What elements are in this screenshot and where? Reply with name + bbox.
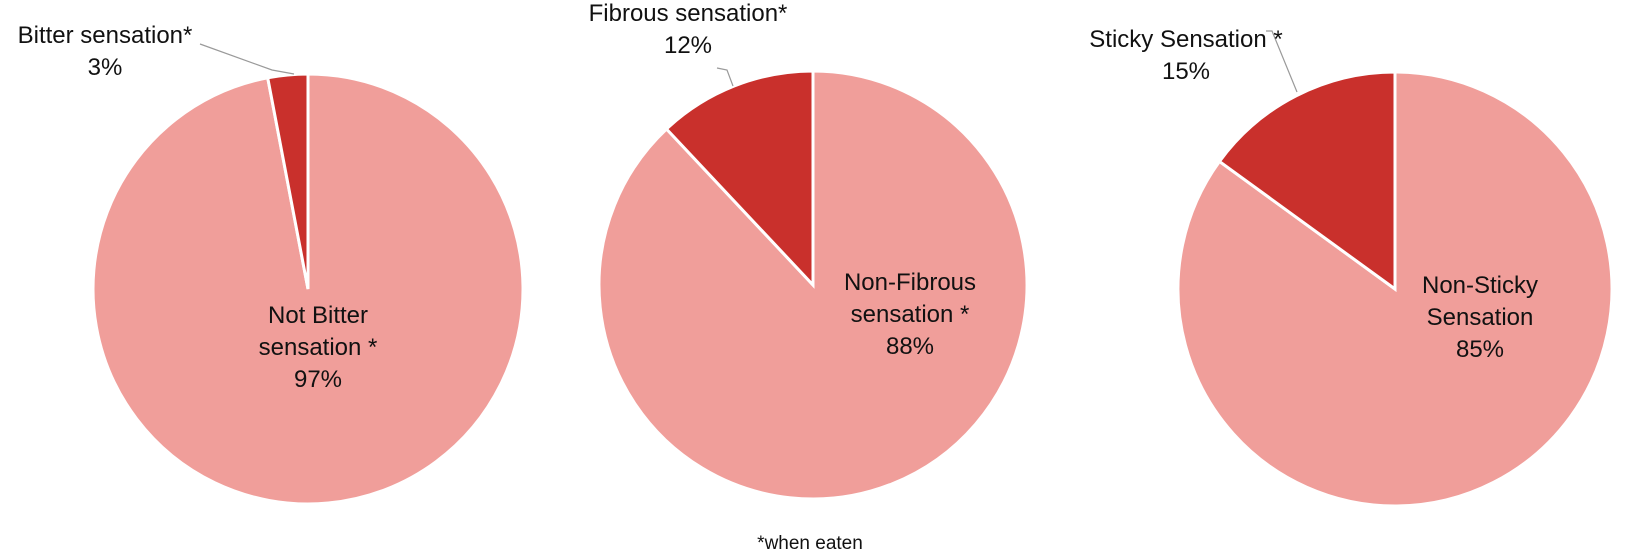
leader-line bbox=[199, 43, 295, 75]
footnote: *when eaten bbox=[757, 533, 863, 554]
slice-label-small: Bitter sensation* 3% bbox=[18, 22, 193, 81]
slice-label-small: Sticky Sensation * 15% bbox=[1089, 26, 1282, 85]
slice-label-large: Non-Fibrous sensation * 88% bbox=[844, 269, 976, 360]
leader-line bbox=[716, 67, 734, 87]
pie-chart-2: Fibrous sensation* 12% Non-Fibrous sensatio… bbox=[589, 0, 1029, 501]
pie-chart-3: Sticky Sensation * 15% Non-Sticky Sensation… bbox=[1089, 26, 1614, 508]
pie-chart-1: Bitter sensation* 3% Not Bitter sensation *… bbox=[18, 22, 525, 506]
pie-slice-small bbox=[664, 69, 815, 289]
pie-slice-small bbox=[1217, 70, 1397, 292]
slice-label-large: Non-Sticky Sensation 85% bbox=[1422, 272, 1538, 363]
slice-label-small: Fibrous sensation* 12% bbox=[589, 0, 788, 59]
pie-slice-small bbox=[265, 72, 310, 290]
slice-label-large: Not Bitter sensation * 97% bbox=[259, 302, 378, 393]
leader-line bbox=[1266, 30, 1298, 93]
